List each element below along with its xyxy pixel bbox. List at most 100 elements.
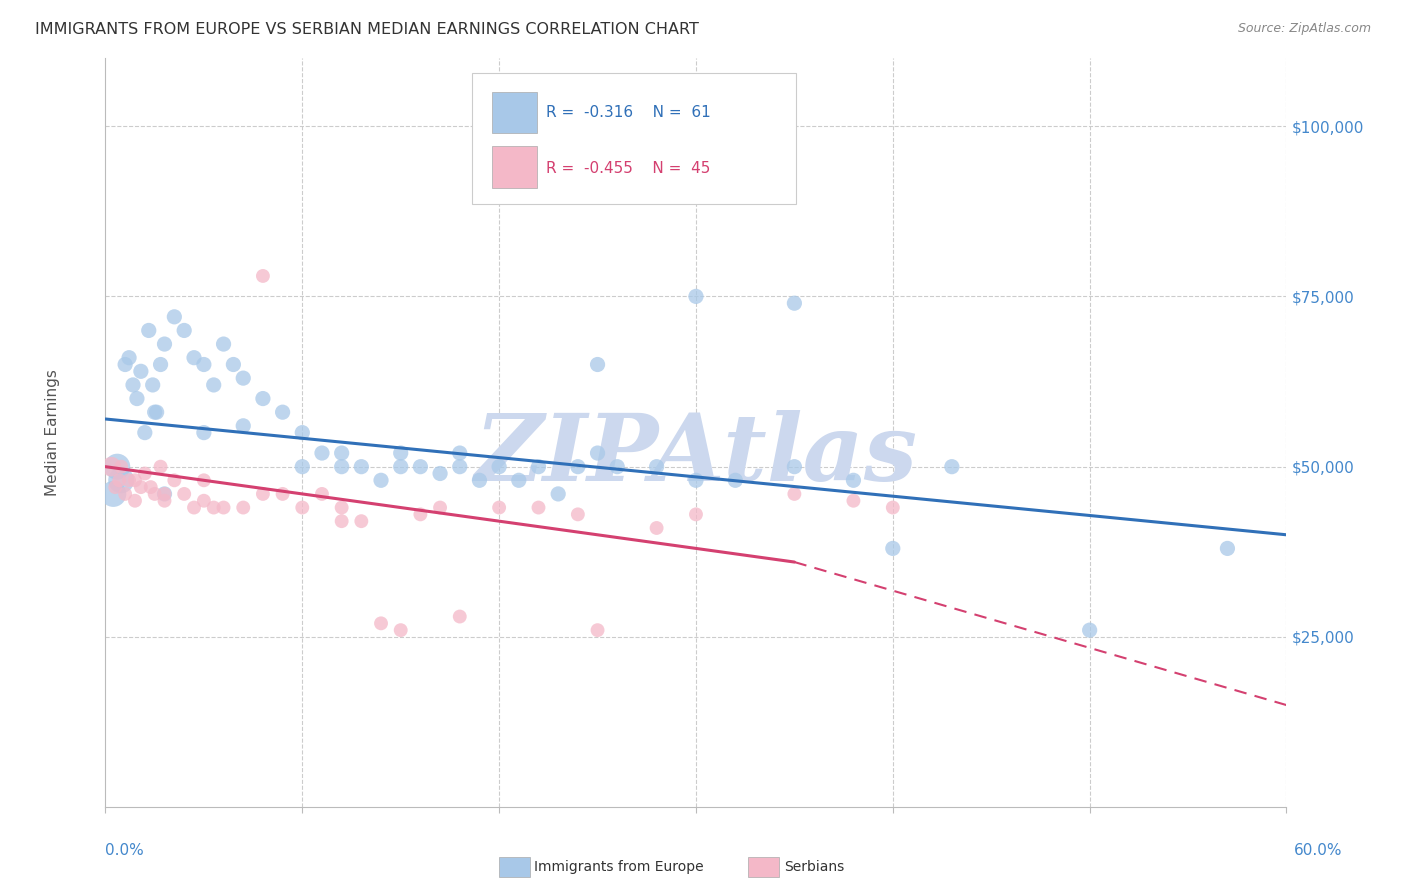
FancyBboxPatch shape bbox=[471, 73, 796, 204]
Point bbox=[330, 500, 353, 515]
Point bbox=[163, 310, 186, 324]
Point bbox=[108, 473, 131, 487]
Text: Immigrants from Europe: Immigrants from Europe bbox=[534, 860, 704, 874]
Point bbox=[202, 500, 225, 515]
Point bbox=[193, 358, 215, 372]
Point bbox=[252, 487, 274, 501]
Point bbox=[449, 609, 471, 624]
Text: R =  -0.316    N =  61: R = -0.316 N = 61 bbox=[546, 105, 710, 120]
Point bbox=[842, 473, 865, 487]
Point bbox=[842, 493, 865, 508]
Text: IMMIGRANTS FROM EUROPE VS SERBIAN MEDIAN EARNINGS CORRELATION CHART: IMMIGRANTS FROM EUROPE VS SERBIAN MEDIAN… bbox=[35, 22, 699, 37]
Point bbox=[232, 371, 254, 385]
Point bbox=[567, 508, 589, 522]
Point bbox=[143, 487, 166, 501]
Point bbox=[252, 392, 274, 406]
Point bbox=[153, 487, 176, 501]
Point bbox=[118, 351, 141, 365]
Point bbox=[110, 473, 132, 487]
Text: 60.0%: 60.0% bbox=[1295, 843, 1343, 858]
Point bbox=[330, 514, 353, 528]
Point bbox=[645, 459, 668, 474]
Point bbox=[129, 480, 152, 494]
Point bbox=[138, 323, 160, 337]
Point bbox=[125, 392, 148, 406]
Point bbox=[468, 473, 491, 487]
Point bbox=[1216, 541, 1239, 556]
Point bbox=[370, 473, 392, 487]
Point bbox=[222, 358, 245, 372]
Point bbox=[429, 500, 451, 515]
Point bbox=[139, 480, 162, 494]
Point bbox=[291, 500, 314, 515]
Point bbox=[114, 358, 136, 372]
Point bbox=[193, 473, 215, 487]
Point bbox=[409, 508, 432, 522]
Point bbox=[291, 425, 314, 440]
Point bbox=[685, 508, 707, 522]
Point bbox=[330, 459, 353, 474]
Point bbox=[118, 473, 141, 487]
Text: 0.0%: 0.0% bbox=[105, 843, 145, 858]
Point bbox=[311, 446, 333, 460]
Point bbox=[212, 500, 235, 515]
Point bbox=[143, 405, 166, 419]
Point bbox=[145, 405, 167, 419]
Point bbox=[527, 459, 550, 474]
Point bbox=[202, 378, 225, 392]
Point bbox=[163, 473, 186, 487]
Point bbox=[153, 337, 176, 351]
Point bbox=[124, 493, 146, 508]
Point bbox=[409, 459, 432, 474]
Point bbox=[586, 446, 609, 460]
Point bbox=[586, 358, 609, 372]
Point bbox=[153, 487, 176, 501]
Point bbox=[783, 296, 806, 310]
Point bbox=[508, 473, 530, 487]
Point bbox=[724, 473, 747, 487]
Point bbox=[449, 459, 471, 474]
Point bbox=[173, 487, 195, 501]
Point bbox=[882, 500, 904, 515]
Point bbox=[183, 500, 205, 515]
Point bbox=[114, 487, 136, 501]
Point bbox=[1078, 623, 1101, 637]
Point bbox=[370, 616, 392, 631]
Point bbox=[271, 487, 294, 501]
Point bbox=[783, 487, 806, 501]
Point bbox=[252, 268, 274, 283]
Point bbox=[389, 446, 412, 460]
Point bbox=[488, 500, 510, 515]
Point bbox=[685, 473, 707, 487]
Point bbox=[882, 541, 904, 556]
Point bbox=[153, 493, 176, 508]
Point bbox=[586, 623, 609, 637]
Point bbox=[449, 446, 471, 460]
Point bbox=[100, 459, 122, 474]
Point bbox=[567, 459, 589, 474]
Point bbox=[134, 425, 156, 440]
Point bbox=[429, 467, 451, 481]
Point bbox=[173, 323, 195, 337]
Point bbox=[142, 378, 165, 392]
Point bbox=[330, 446, 353, 460]
Point bbox=[212, 337, 235, 351]
Point bbox=[350, 514, 373, 528]
Text: Median Earnings: Median Earnings bbox=[45, 369, 60, 496]
Point bbox=[271, 405, 294, 419]
Bar bbox=[492, 92, 537, 133]
Point bbox=[193, 425, 215, 440]
Text: Source: ZipAtlas.com: Source: ZipAtlas.com bbox=[1237, 22, 1371, 36]
Point bbox=[645, 521, 668, 535]
Point bbox=[129, 364, 152, 378]
Point bbox=[232, 418, 254, 433]
Point bbox=[110, 459, 132, 474]
Point bbox=[527, 500, 550, 515]
Point bbox=[291, 459, 314, 474]
Point bbox=[311, 487, 333, 501]
Bar bbox=[492, 146, 537, 187]
Point bbox=[389, 623, 412, 637]
Point bbox=[389, 459, 412, 474]
Point bbox=[124, 473, 146, 487]
Text: ZIPAtlas: ZIPAtlas bbox=[474, 410, 918, 500]
